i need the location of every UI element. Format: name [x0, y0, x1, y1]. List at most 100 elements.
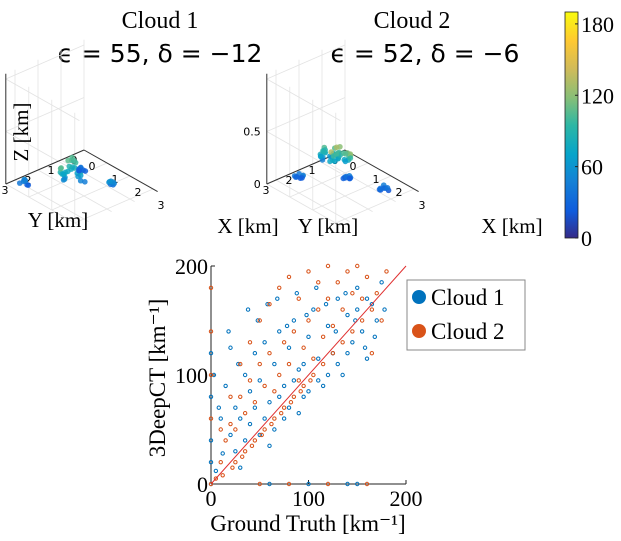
cloud2-point: [208, 285, 214, 290]
cloud1-point: [284, 323, 290, 329]
cloud1-panel: Cloud 1 ϵ = 55, δ = −12 0123012300.51 Z …: [2, 8, 279, 238]
cloud1-point: [226, 329, 231, 334]
cloud1-point: [316, 356, 321, 361]
cloud2-point: [242, 449, 248, 454]
cloud1-title: Cloud 1: [122, 8, 199, 34]
colorbar-tick-label: 0: [581, 226, 592, 251]
cloud2-point: [306, 269, 311, 274]
cloud2-point: [325, 296, 331, 301]
cloud2-point: [325, 263, 331, 269]
scatter-points: [208, 263, 389, 487]
cloud1-point: [233, 405, 238, 410]
cloud2-point: [281, 405, 287, 410]
cloud2-point: [316, 307, 321, 312]
cloud2-point: [259, 432, 264, 438]
floor-grid-x: [51, 175, 131, 211]
cloud2-point: [247, 378, 253, 383]
cloud2-point: [330, 323, 336, 329]
cloud2-point: [218, 427, 223, 432]
scatter-y-tick-label: 200: [175, 254, 208, 279]
cloud1-point: [245, 307, 251, 312]
cloud2-point: [301, 383, 306, 389]
cloud2-point: [213, 476, 219, 481]
cloud1-point: [262, 416, 267, 421]
scatter-x-tick-label: 100: [292, 486, 325, 511]
cloud2-point: [379, 318, 384, 323]
cloud2-point: [355, 263, 360, 269]
cloud1-point: [267, 400, 272, 405]
cloud1-zlabel: Z [km]: [9, 103, 33, 162]
cloud1-point: [281, 383, 287, 389]
wall-grid-z: [5, 183, 80, 226]
cloud1-point: [296, 367, 301, 372]
cloud2-point: [242, 410, 248, 416]
cloud1-point: [252, 351, 258, 356]
cloud2-point: [291, 394, 297, 399]
volume-voxel: [330, 157, 336, 163]
y-tick-label: 2: [25, 174, 32, 187]
colorbar-tick-label: 120: [581, 83, 614, 108]
legend-label-cloud2: Cloud 2: [431, 319, 504, 344]
cloud1-point: [296, 410, 301, 416]
cloud1-point: [355, 481, 360, 487]
volume-voxel: [347, 155, 354, 161]
scatter-ylabel: 3DeepCT [km⁻¹]: [145, 299, 170, 458]
wall-grid-z: [266, 78, 341, 121]
cloud1-point: [301, 394, 306, 399]
x-axis-line: [344, 149, 419, 193]
x-tick-label: 1: [373, 173, 380, 186]
cloud2-point: [269, 421, 274, 427]
cloud1-point: [325, 323, 331, 329]
cloud1-point: [262, 340, 267, 345]
y-tick-label: 3: [2, 184, 9, 197]
cloud2-point: [298, 389, 303, 394]
cloud2-point: [277, 285, 282, 290]
cloud1-point: [372, 334, 377, 340]
wall-grid-z: [5, 78, 80, 121]
cloud1-point: [208, 460, 214, 465]
identity-line: [210, 265, 407, 485]
cloud1-point: [343, 291, 348, 296]
cloud2-point: [272, 416, 277, 421]
cloud1-point: [208, 438, 214, 443]
cloud1-point: [238, 465, 243, 470]
cloud1-point: [364, 296, 370, 301]
cloud2-ylabel: Y [km]: [298, 214, 358, 238]
cloud1-point: [350, 340, 355, 345]
volume-voxel: [333, 144, 340, 151]
cloud2-point: [272, 389, 277, 394]
cloud1-point: [223, 383, 228, 389]
legend-label-cloud1: Cloud 1: [431, 285, 504, 310]
cloud2-point: [233, 427, 238, 432]
floor-grid-x: [312, 175, 392, 211]
scatter-xlabel: Ground Truth [km⁻¹]: [210, 511, 405, 536]
scatter-axes: 0 100 200 0 100 200: [175, 254, 423, 511]
cloud2-point: [252, 400, 258, 405]
cloud2-3d-axes: 0123012300.5: [243, 39, 426, 226]
scatter-y-tick-label: 100: [175, 363, 208, 388]
cloud2-point: [316, 280, 321, 285]
cloud1-point: [208, 351, 214, 356]
y-tick-label: 2: [286, 174, 293, 187]
cloud2-point: [218, 460, 223, 465]
cloud1-point: [242, 438, 248, 443]
cloud2-point: [325, 481, 331, 487]
cloud1-point: [286, 345, 292, 350]
cloud2-point: [208, 416, 214, 421]
cloud2-point: [384, 269, 389, 274]
cloud1-point: [216, 405, 222, 410]
cloud1-point: [286, 405, 292, 410]
scatter-panel: 0 100 200 0 100 200 Ground Truth [km⁻¹] 3Deep…: [145, 254, 526, 536]
wall-grid-z: [266, 183, 341, 226]
cloud2-point: [238, 394, 243, 399]
cloud2-point: [249, 443, 255, 449]
legend-marker-cloud2: [412, 324, 426, 338]
scatter-x-tick-label: 200: [390, 486, 423, 511]
cloud1-point: [238, 416, 243, 421]
cloud1-point: [213, 468, 219, 474]
legend-marker-cloud1: [412, 290, 426, 304]
cloud1-point: [364, 356, 370, 361]
cloud1-point: [291, 318, 297, 323]
cloud2-point: [359, 296, 365, 301]
